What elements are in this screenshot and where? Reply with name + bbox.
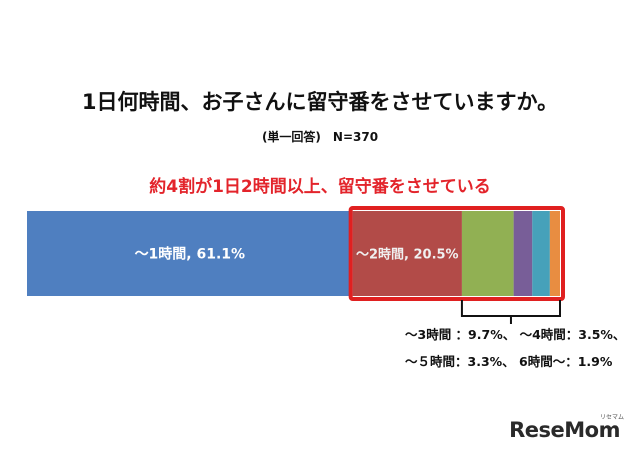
bracket: [460, 300, 561, 324]
note-line-2: ～５時間：3.3%、 6時間～：1.9%: [405, 354, 613, 369]
bar-segment-5: [532, 211, 550, 296]
logo-kana: リセマム: [599, 414, 624, 421]
chart-subtitle: (単一回答) N=370: [261, 130, 379, 144]
bar-segment-4: [513, 211, 533, 296]
chart-title: 1日何時間、お子さんに留守番をさせていますか。: [81, 90, 559, 114]
bar-segment-3: [461, 211, 514, 296]
bar-segment-6: [549, 211, 560, 296]
data-label-1: ～1時間, 61.1%: [135, 246, 246, 263]
highlight-box: [348, 206, 565, 301]
note-line-1: ～3時間 ：9.7%、 ～4時間：3.5%、: [405, 327, 626, 342]
bar-segment-1: [27, 211, 353, 296]
bar-segment-2: [352, 211, 462, 296]
highlight-overlay: [352, 211, 560, 296]
data-label-2: ～2時間, 20.5%: [356, 247, 459, 263]
resemom-logo: ReseMom: [509, 418, 620, 442]
callout-text: 約4割が1日2時間以上、留守番をさせている: [149, 177, 491, 197]
